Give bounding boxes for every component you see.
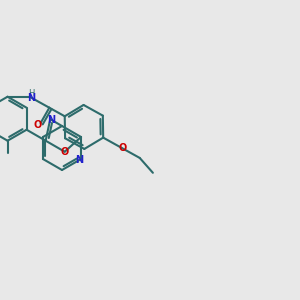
Text: O: O (61, 147, 69, 157)
Text: N: N (28, 93, 36, 103)
Text: O: O (33, 120, 42, 130)
Text: H: H (28, 89, 35, 98)
Text: O: O (118, 143, 127, 153)
Text: N: N (75, 155, 83, 165)
Text: N: N (47, 115, 55, 125)
